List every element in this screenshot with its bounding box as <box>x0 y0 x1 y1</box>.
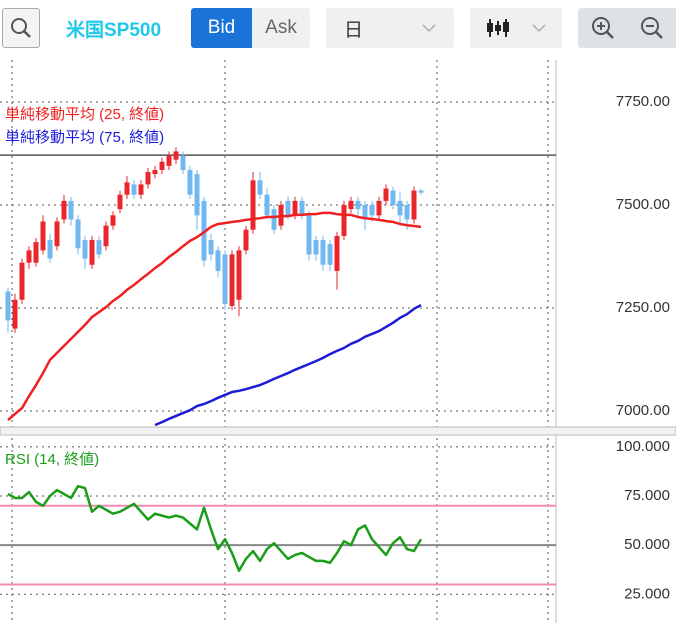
legend-label: 単純移動平均 (25, 終値) <box>5 106 164 123</box>
period-label: 日 <box>344 19 364 41</box>
candle-body <box>68 200 74 220</box>
y-tick-label: 7000.00 <box>616 402 670 419</box>
candle-body <box>320 240 326 265</box>
series-line <box>154 304 422 426</box>
candle-body <box>397 200 403 216</box>
zoom-in[interactable] <box>591 16 615 40</box>
period-select[interactable]: 日 <box>326 8 454 48</box>
chevron <box>422 24 436 33</box>
candle-body <box>159 161 165 170</box>
candle-body <box>82 240 88 259</box>
candle-body <box>145 172 151 185</box>
candle-body <box>264 194 270 216</box>
chart-type-select[interactable] <box>470 8 562 48</box>
candle-body <box>306 215 312 255</box>
candle-body <box>12 299 18 329</box>
candle-body <box>33 242 39 263</box>
candle-body <box>299 200 305 216</box>
y-tick-label: 7500.00 <box>616 196 670 213</box>
legend-label: 単純移動平均 (75, 終値) <box>5 129 164 146</box>
legend-label: RSI (14, 終値) <box>5 451 99 468</box>
candle-icon <box>487 19 509 37</box>
candle-body <box>5 291 11 321</box>
candle-body <box>257 180 263 195</box>
plot-area <box>0 446 556 595</box>
candle-body <box>138 184 144 195</box>
candle-body <box>222 254 228 304</box>
chevron <box>532 24 546 33</box>
candle-body <box>47 240 53 259</box>
y-tick-label: 7250.00 <box>616 299 670 316</box>
candle-body <box>341 205 347 236</box>
candle-body <box>180 155 186 170</box>
candle-body <box>194 174 200 216</box>
search-icon <box>11 18 31 38</box>
candle-body <box>215 250 221 271</box>
zoom-buttons <box>578 8 676 48</box>
candle-body <box>208 240 214 255</box>
panel-divider <box>0 426 676 436</box>
series-line <box>7 484 423 572</box>
y-tick-label: 50.000 <box>624 536 670 553</box>
candle-body <box>89 240 95 265</box>
candle-body <box>236 250 242 300</box>
candle-body <box>404 205 410 220</box>
candle-body <box>40 221 46 251</box>
candle-body <box>292 200 298 216</box>
candle-body <box>250 180 256 230</box>
y-tick-label: 25.000 <box>624 585 670 602</box>
candle-body <box>131 184 137 195</box>
plot-area <box>0 101 556 426</box>
candle-body <box>376 200 382 216</box>
y-tick-label: 75.000 <box>624 487 670 504</box>
candle-body <box>124 182 130 195</box>
candle-body <box>152 169 158 175</box>
candle-body <box>110 215 116 226</box>
symbol[interactable]: 米国SP500 <box>66 19 162 41</box>
candle-body <box>355 200 361 210</box>
candle-body <box>327 244 333 265</box>
candle-body <box>229 254 235 306</box>
candle-body <box>271 209 277 230</box>
candle-body <box>96 240 102 255</box>
bid-tab[interactable]: Bid <box>191 8 252 48</box>
series-line <box>7 211 422 421</box>
candle-body <box>313 240 319 255</box>
candle-body <box>411 190 417 220</box>
y-tick-label: 7750.00 <box>616 93 670 110</box>
candle-body <box>390 190 396 206</box>
candle-body <box>117 194 123 210</box>
candle-body <box>362 205 368 220</box>
candle-body <box>173 151 179 160</box>
candle-body <box>243 229 249 251</box>
candle-body <box>285 200 291 216</box>
candle-body <box>166 155 172 166</box>
candle-body <box>418 190 424 193</box>
candle-body <box>334 235 340 271</box>
zoom-out[interactable] <box>640 16 664 40</box>
candle-body <box>54 221 60 247</box>
candle-body <box>103 225 109 247</box>
vertical-grid <box>11 60 549 623</box>
search-button[interactable] <box>2 8 40 48</box>
candle-body <box>348 200 354 210</box>
candle-body <box>19 262 25 300</box>
y-tick-label: 100.000 <box>616 438 670 455</box>
chart: 7000.00 7250.00 7500.00 7750.00 単純移動平均 (25, … <box>0 60 676 623</box>
ask-tab[interactable]: Ask <box>252 8 310 48</box>
candle-body <box>61 200 67 220</box>
candle-body <box>383 188 389 201</box>
candle-body <box>369 205 375 216</box>
candle-body <box>26 250 32 263</box>
candle-body <box>75 219 81 249</box>
candle-body <box>187 169 193 195</box>
